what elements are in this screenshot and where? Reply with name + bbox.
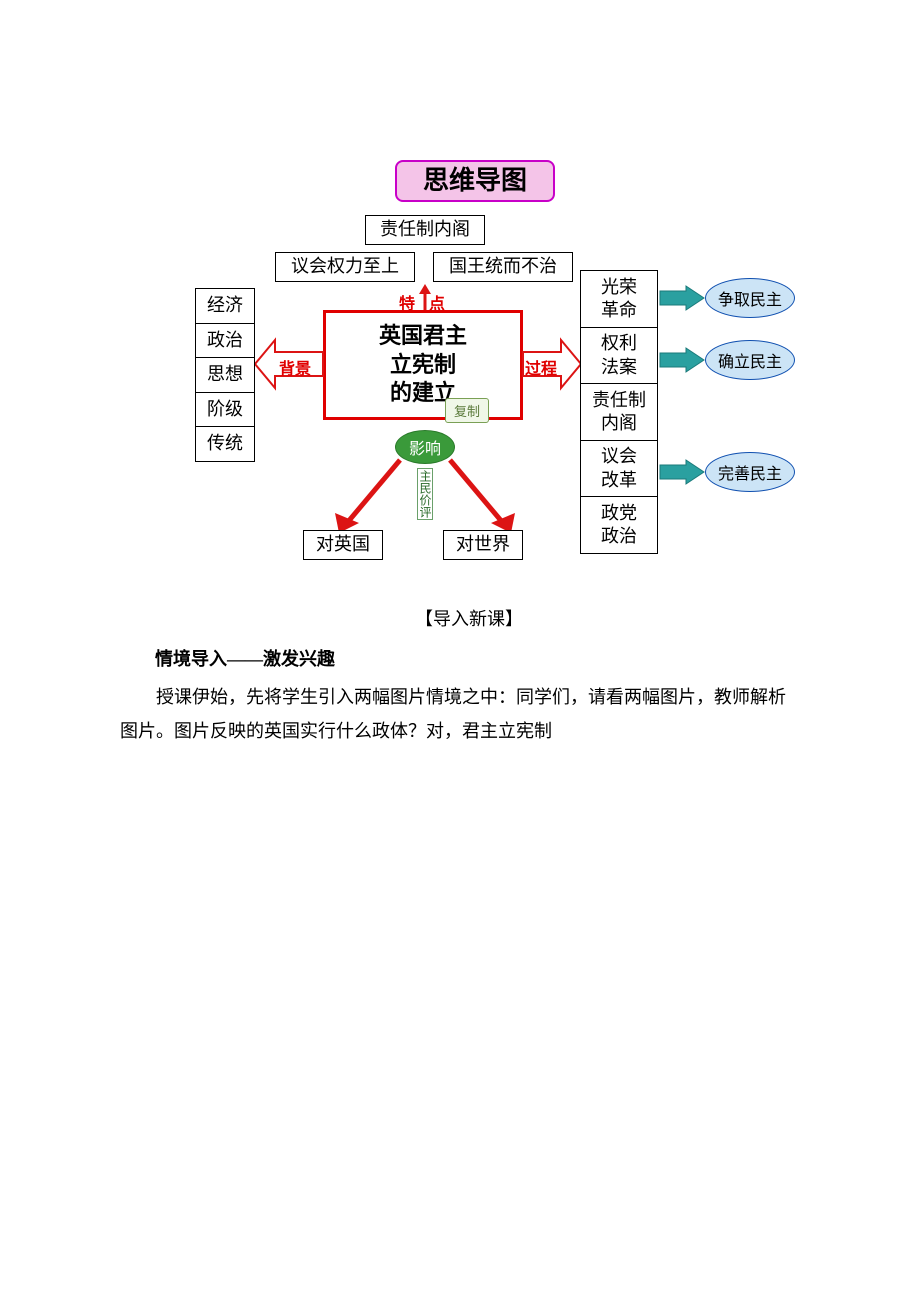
left-stack-0-label: 经济 — [207, 294, 243, 317]
bottom-right-label: 对世界 — [456, 533, 510, 556]
left-stack-2: 思想 — [195, 357, 255, 393]
label-left-text: 背景 — [279, 361, 311, 378]
vertical-label: 主民价评 — [417, 468, 433, 520]
left-stack-1-label: 政治 — [207, 329, 243, 352]
left-stack-1: 政治 — [195, 323, 255, 359]
ellipse-0-label: 争取民主 — [718, 286, 782, 310]
copy-button-label: 复制 — [454, 404, 480, 419]
bold-line-text: 情境导入——激发兴趣 — [155, 649, 335, 669]
vertical-label-text: 主民价评 — [418, 470, 432, 518]
right-stack-3-label: 议会 改革 — [601, 445, 637, 492]
section-heading-text: 【导入新课】 — [415, 609, 523, 629]
label-left: 背景 — [279, 355, 311, 379]
right-stack-1-label: 权利 法案 — [601, 332, 637, 379]
label-right: 过程 — [525, 355, 557, 379]
bottom-right-box: 对世界 — [443, 530, 523, 560]
top-mid-box: 责任制内阁 — [365, 215, 485, 245]
left-stack: 经济 政治 思想 阶级 传统 — [195, 288, 255, 462]
ellipse-2-label: 完善民主 — [718, 460, 782, 484]
left-stack-4-label: 传统 — [207, 432, 243, 455]
top-left-box: 议会权力至上 — [275, 252, 415, 282]
left-stack-2-label: 思想 — [207, 363, 243, 386]
center-text: 英国君主 立宪制 的建立 — [379, 322, 467, 408]
top-right-box: 国王统而不治 — [433, 252, 573, 282]
ellipse-0: 争取民主 — [705, 278, 795, 318]
right-stack-0: 光荣 革命 — [580, 270, 658, 328]
ellipse-1: 确立民主 — [705, 340, 795, 380]
diagram-title-text: 思维导图 — [423, 164, 527, 198]
left-stack-3-label: 阶级 — [207, 398, 243, 421]
right-stack-2: 责任制 内阁 — [580, 383, 658, 441]
copy-button[interactable]: 复制 — [445, 398, 489, 423]
label-right-text: 过程 — [525, 361, 557, 378]
left-stack-3: 阶级 — [195, 392, 255, 428]
paragraph: 授课伊始，先将学生引入两幅图片情境之中：同学们，请看两幅图片，教师解析图片。图片… — [120, 680, 800, 748]
influence-label: 影响 — [409, 435, 441, 459]
arrow-down-right-icon — [445, 455, 515, 535]
teal-arrow-2-icon — [660, 460, 704, 484]
top-left-label: 议会权力至上 — [291, 255, 399, 278]
bottom-left-box: 对英国 — [303, 530, 383, 560]
right-stack-4: 政党 政治 — [580, 496, 658, 554]
left-stack-4: 传统 — [195, 426, 255, 462]
right-stack: 光荣 革命 权利 法案 责任制 内阁 议会 改革 政党 政治 — [580, 270, 658, 554]
right-stack-3: 议会 改革 — [580, 440, 658, 498]
right-stack-2-label: 责任制 内阁 — [592, 389, 646, 436]
right-stack-1: 权利 法案 — [580, 327, 658, 385]
center-box: 英国君主 立宪制 的建立 — [323, 310, 523, 420]
bold-line: 情境导入——激发兴趣 — [155, 645, 335, 671]
section-heading: 【导入新课】 — [415, 605, 523, 631]
right-stack-0-label: 光荣 革命 — [601, 276, 637, 323]
teal-arrow-0-icon — [660, 286, 704, 310]
top-mid-label: 责任制内阁 — [380, 218, 470, 241]
teal-arrow-1-icon — [660, 348, 704, 372]
top-right-label: 国王统而不治 — [449, 255, 557, 278]
right-stack-4-label: 政党 政治 — [601, 502, 637, 549]
bottom-left-label: 对英国 — [316, 533, 370, 556]
arrow-down-left-icon — [335, 455, 405, 535]
ellipse-1-label: 确立民主 — [718, 348, 782, 372]
left-stack-0: 经济 — [195, 288, 255, 324]
ellipse-2: 完善民主 — [705, 452, 795, 492]
paragraph-text: 授课伊始，先将学生引入两幅图片情境之中：同学们，请看两幅图片，教师解析图片。图片… — [120, 687, 786, 741]
diagram-title: 思维导图 — [395, 160, 555, 202]
mind-map-diagram: 思维导图 责任制内阁 议会权力至上 国王统而不治 特点 英国君主 立宪制 的建立… — [195, 160, 875, 590]
